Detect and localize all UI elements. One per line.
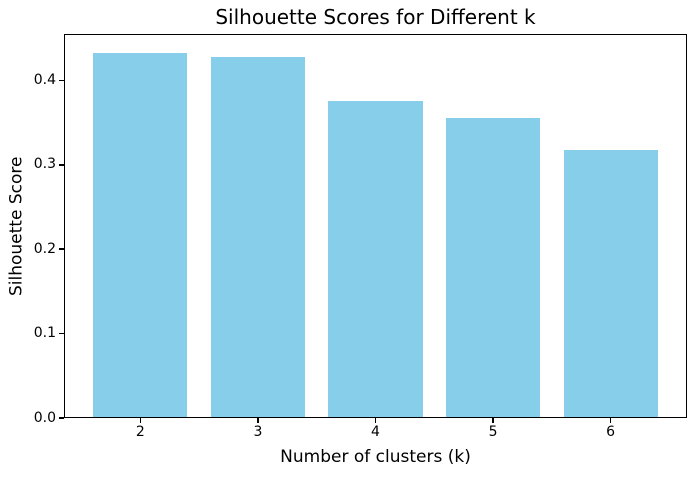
y-tick-label: 0.4 xyxy=(33,71,56,88)
x-tick-mark xyxy=(609,418,612,423)
y-tick-mark xyxy=(58,164,64,166)
y-tick-mark xyxy=(58,248,64,250)
bar-k2 xyxy=(93,52,188,418)
y-tick-label: 0.1 xyxy=(33,325,56,342)
x-tick-label: 4 xyxy=(371,424,380,440)
x-tick-label: 5 xyxy=(488,424,498,440)
x-tick-label: 6 xyxy=(606,424,616,440)
y-tick-mark xyxy=(58,417,64,419)
x-tick-label: 3 xyxy=(253,424,263,440)
x-axis-label: Number of clusters (k) xyxy=(280,447,471,467)
y-tick-mark xyxy=(58,79,64,82)
y-tick-label: 0.2 xyxy=(33,240,56,257)
y-tick-label: 0.0 xyxy=(33,409,56,426)
y-tick-mark xyxy=(58,332,64,335)
y-axis-label: Silhouette Score xyxy=(6,156,27,296)
x-tick-mark xyxy=(139,418,142,423)
x-tick-label: 2 xyxy=(135,424,145,440)
x-tick-mark xyxy=(257,418,259,423)
y-tick-label: 0.3 xyxy=(33,156,56,173)
bar-k6 xyxy=(563,149,658,418)
x-tick-mark xyxy=(374,418,377,423)
bar-k5 xyxy=(446,118,541,418)
bar-k4 xyxy=(328,100,423,418)
bar-k3 xyxy=(210,56,305,418)
x-tick-mark xyxy=(492,418,494,423)
plot-area: 2 3 4 5 6 0.0 0.1 0.2 0.3 0.4 xyxy=(34,34,687,440)
chart-title: Silhouette Scores for Different k xyxy=(215,5,536,29)
